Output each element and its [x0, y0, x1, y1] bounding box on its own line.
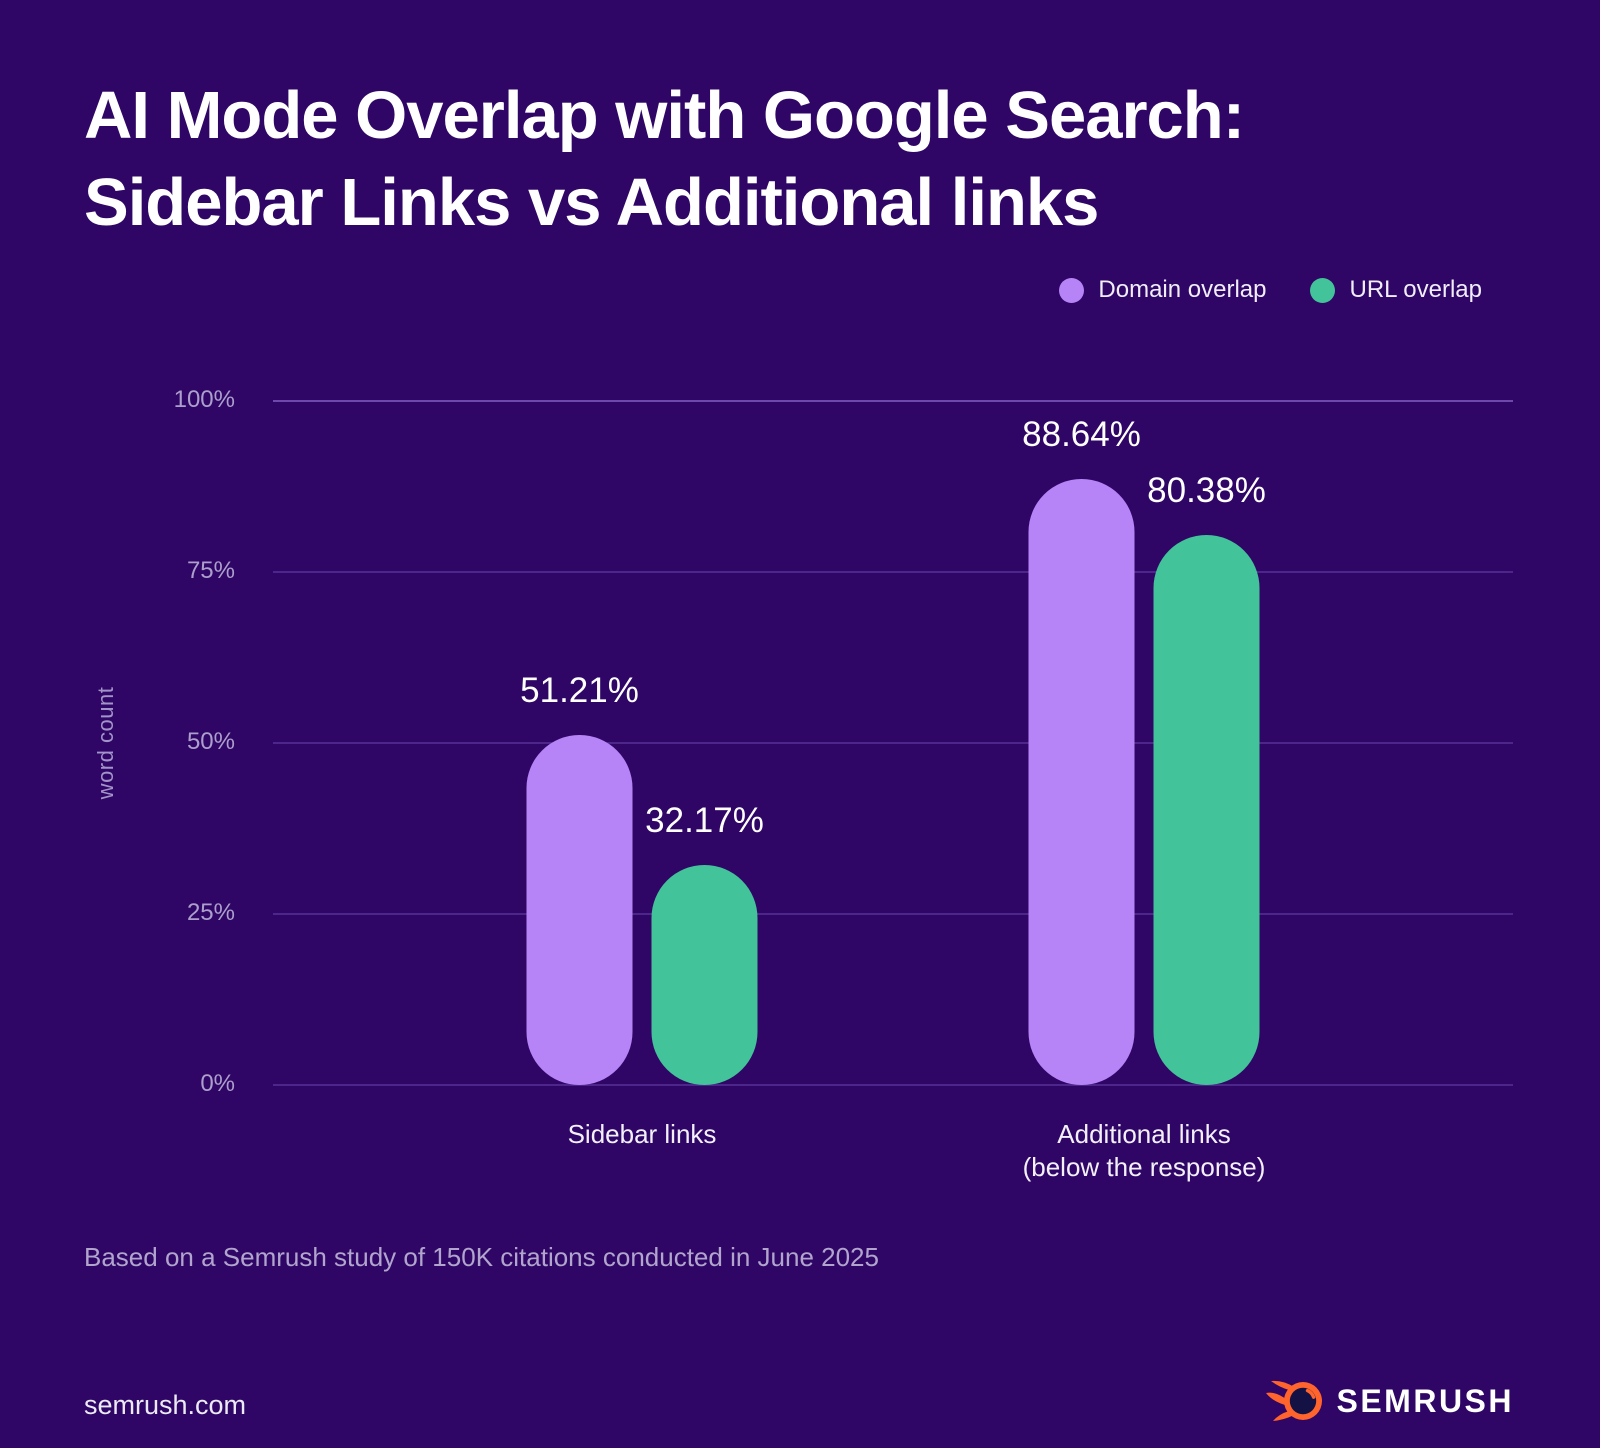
y-tick-label-75: 75%: [186, 557, 235, 584]
website-url: semrush.com: [84, 1390, 247, 1420]
legend: Domain overlap URL overlap: [1059, 276, 1482, 304]
bar-value-label: 88.64%: [1022, 415, 1141, 454]
chart-title-line1: AI Mode Overlap with Google Search:: [84, 78, 1245, 153]
x-category-label-2: Additional links (below the response): [1022, 1119, 1266, 1182]
bar-pill: [1153, 535, 1260, 1085]
chart-title: AI Mode Overlap with Google Search: Side…: [84, 72, 1245, 246]
x-category-label-1: Sidebar links: [567, 1119, 717, 1149]
semrush-logo: SEMRUSH: [1266, 1378, 1514, 1424]
bar-pill: [526, 735, 633, 1085]
y-tick-label-100: 100%: [173, 386, 235, 413]
semrush-wordmark: SEMRUSH: [1336, 1382, 1514, 1419]
legend-item-url-overlap: URL overlap: [1310, 276, 1482, 304]
bar-value-label: 51.21%: [520, 671, 639, 710]
bar-value-label: 80.38%: [1147, 471, 1266, 510]
legend-label: URL overlap: [1349, 276, 1482, 303]
bar-domain-overlap: 51.21%: [520, 671, 639, 1085]
y-tick-label-50: 50%: [186, 728, 235, 755]
legend-label: Domain overlap: [1098, 276, 1267, 303]
bar-group-2: 88.64% 80.38%: [1022, 415, 1266, 1085]
gridline-50: [273, 742, 1513, 744]
legend-item-domain-overlap: Domain overlap: [1059, 276, 1266, 304]
y-tick-label-25: 25%: [186, 899, 235, 926]
bar-pill: [651, 865, 758, 1085]
plot-area: 51.21% 32.17% 88.64% 80.38%: [273, 400, 1513, 1086]
bar-domain-overlap: 88.64%: [1022, 415, 1141, 1085]
footnote: Based on a Semrush study of 150K citatio…: [84, 1242, 879, 1272]
legend-dot-icon: [1310, 277, 1336, 303]
y-tick-label-0: 0%: [200, 1070, 235, 1097]
bar-url-overlap: 80.38%: [1147, 471, 1266, 1085]
bar-group-1: 51.21% 32.17%: [520, 671, 764, 1085]
bar-pill: [1028, 479, 1135, 1085]
semrush-comet-icon: [1266, 1380, 1323, 1421]
gridline-0: [273, 1084, 1513, 1086]
gridline-75: [273, 571, 1513, 573]
gridline-25: [273, 913, 1513, 915]
bar-value-label: 32.17%: [645, 801, 764, 840]
bar-url-overlap: 32.17%: [645, 801, 764, 1085]
chart-title-line2: Sidebar Links vs Additional links: [84, 165, 1099, 240]
gridline-100: [273, 400, 1513, 402]
legend-dot-icon: [1059, 277, 1085, 303]
